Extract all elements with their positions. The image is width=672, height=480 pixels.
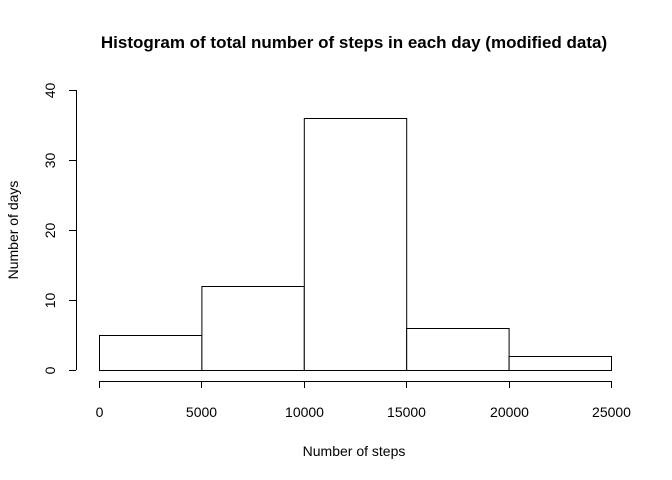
histogram-bar-2 <box>303 118 408 371</box>
histogram-bar-1 <box>201 286 305 371</box>
y-tick-label: 0 <box>42 366 58 374</box>
histogram-bar-0 <box>99 335 203 371</box>
x-tick-label: 0 <box>96 404 104 420</box>
x-axis-label: Number of steps <box>303 443 406 459</box>
y-tick-label: 30 <box>42 153 58 169</box>
x-axis: 0 5000 10000 15000 20000 25000 <box>96 381 631 420</box>
x-tick-label: 25000 <box>592 404 631 420</box>
x-tick-label: 15000 <box>387 404 426 420</box>
x-tick-label: 10000 <box>285 404 324 420</box>
y-tick-label: 20 <box>42 223 58 239</box>
histogram-bar-3 <box>406 328 510 371</box>
x-tick-label: 20000 <box>490 404 529 420</box>
y-axis: 0 10 20 30 40 <box>42 83 77 374</box>
x-tick-label: 5000 <box>186 404 217 420</box>
chart-title: Histogram of total number of steps in ea… <box>101 33 607 52</box>
y-tick-label: 40 <box>42 83 58 99</box>
histogram-bar-4 <box>508 356 613 371</box>
y-axis-label: Number of days <box>5 181 21 280</box>
y-tick-label: 10 <box>42 293 58 309</box>
bars-group <box>99 118 613 371</box>
